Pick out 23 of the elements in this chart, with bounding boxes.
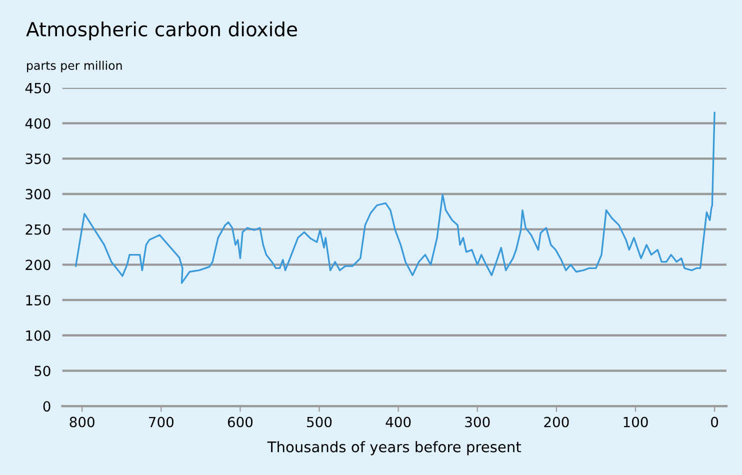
x-tick-label: 300 bbox=[465, 416, 490, 428]
x-tick-label: 600 bbox=[228, 416, 253, 428]
x-tick-label: 800 bbox=[70, 416, 94, 428]
x-tick-label: 500 bbox=[307, 416, 332, 428]
x-axis-title: Thousands of years before present bbox=[267, 441, 522, 456]
y-tick-label: 250 bbox=[26, 224, 50, 235]
x-tick-label: 0 bbox=[711, 416, 718, 428]
chart-title: Atmospheric carbon dioxide bbox=[26, 21, 297, 40]
y-tick-label: 200 bbox=[26, 260, 50, 270]
y-tick-label: 400 bbox=[25, 118, 50, 129]
y-tick-label: 100 bbox=[26, 330, 50, 341]
x-tick-label: 100 bbox=[624, 416, 648, 428]
x-tick-label: 400 bbox=[386, 416, 411, 428]
y-tick-label: 0 bbox=[43, 401, 50, 412]
y-tick-label: 50 bbox=[34, 366, 50, 376]
y-tick-label: 450 bbox=[25, 82, 50, 94]
y-tick-label: 300 bbox=[26, 188, 50, 200]
y-axis-title: parts per million bbox=[27, 60, 122, 72]
y-tick-label: 350 bbox=[26, 154, 50, 164]
line-series bbox=[74, 112, 716, 284]
y-tick-label: 150 bbox=[26, 295, 50, 306]
x-tick-label: 200 bbox=[544, 416, 569, 428]
x-tick-label: 700 bbox=[149, 416, 174, 428]
